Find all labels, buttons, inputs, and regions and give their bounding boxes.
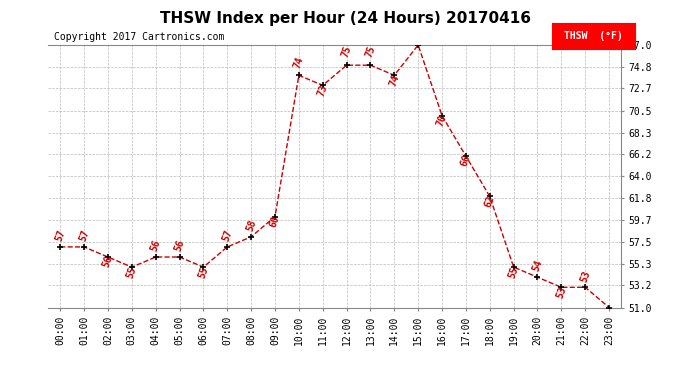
Text: 57: 57 <box>221 228 234 243</box>
Text: 62: 62 <box>483 194 497 208</box>
Text: 57: 57 <box>54 228 67 243</box>
Text: 56: 56 <box>172 238 186 253</box>
Text: THSW Index per Hour (24 Hours) 20170416: THSW Index per Hour (24 Hours) 20170416 <box>159 11 531 26</box>
Text: 74: 74 <box>388 73 401 87</box>
Text: 57: 57 <box>77 228 91 243</box>
Text: 73: 73 <box>316 83 329 98</box>
Text: 56: 56 <box>149 238 162 253</box>
Text: 77: 77 <box>0 374 1 375</box>
Text: 51: 51 <box>0 374 1 375</box>
Text: Copyright 2017 Cartronics.com: Copyright 2017 Cartronics.com <box>54 32 224 42</box>
Text: 58: 58 <box>244 218 258 233</box>
Text: 56: 56 <box>101 255 115 269</box>
Text: 54: 54 <box>531 259 544 273</box>
Text: 74: 74 <box>292 55 306 69</box>
Text: 75: 75 <box>340 45 353 59</box>
Text: 53: 53 <box>578 269 592 283</box>
Text: 66: 66 <box>459 154 473 168</box>
Text: 75: 75 <box>364 45 377 59</box>
Text: 70: 70 <box>435 113 448 128</box>
Text: 60: 60 <box>268 214 282 229</box>
Text: 55: 55 <box>197 265 210 279</box>
Text: THSW  (°F): THSW (°F) <box>564 31 623 40</box>
Text: 55: 55 <box>125 265 139 279</box>
Text: 55: 55 <box>507 265 520 279</box>
Text: 53: 53 <box>555 285 568 299</box>
